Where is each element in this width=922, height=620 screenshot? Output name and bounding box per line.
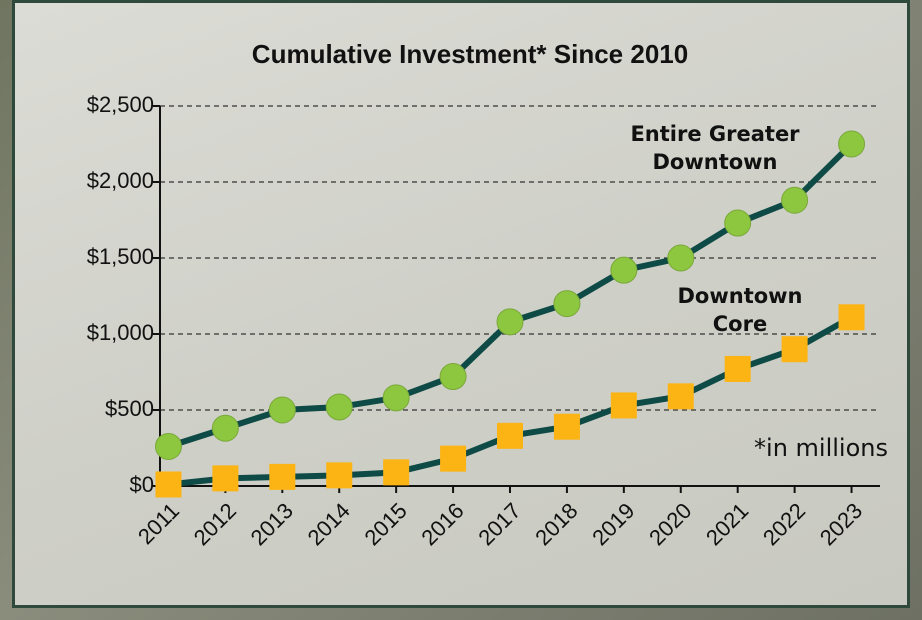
y-tick-label: $1,000	[87, 320, 154, 345]
marker	[269, 463, 296, 490]
marker	[610, 392, 637, 419]
marker	[325, 393, 353, 421]
marker	[268, 396, 296, 424]
marker	[610, 256, 638, 284]
x-tick-label: 2019	[587, 498, 639, 550]
marker	[155, 471, 182, 498]
marker	[383, 459, 410, 486]
marker	[553, 290, 581, 318]
marker	[440, 445, 467, 472]
x-tick-label: 2015	[360, 498, 412, 550]
marker	[838, 130, 866, 158]
x-tick-label: 2016	[416, 498, 468, 550]
marker	[781, 336, 808, 363]
marker	[667, 383, 694, 410]
x-tick-label: 2020	[644, 498, 696, 550]
x-tick-label: 2023	[815, 498, 867, 550]
marker	[439, 363, 467, 391]
note: *in millions	[754, 434, 888, 462]
marker	[724, 355, 751, 382]
marker	[496, 308, 524, 336]
marker	[382, 384, 410, 412]
marker	[838, 304, 865, 331]
x-tick-label: 2013	[246, 498, 298, 550]
y-tick-label: $0	[130, 472, 154, 497]
x-tick-label: 2014	[303, 498, 355, 550]
series-label: Entire Greater Downtown	[630, 122, 800, 174]
marker	[667, 244, 695, 272]
y-tick-label: $500	[105, 396, 154, 421]
marker	[154, 432, 182, 460]
x-tick-label: 2012	[189, 498, 241, 550]
marker	[781, 186, 809, 214]
x-tick-label: 2021	[701, 498, 753, 550]
y-tick-label: $2,000	[87, 168, 154, 193]
marker	[211, 414, 239, 442]
marker	[553, 413, 580, 440]
x-tick-label: 2022	[758, 498, 810, 550]
x-tick-label: 2018	[530, 498, 582, 550]
marker	[212, 465, 239, 492]
x-tick-label: 2017	[473, 498, 525, 550]
marker	[497, 422, 523, 449]
marker	[326, 462, 353, 489]
y-tick-label: $1,500	[87, 244, 154, 269]
chart-panel	[12, 0, 910, 608]
marker	[724, 209, 752, 237]
chart-title: Cumulative Investment* Since 2010	[252, 39, 688, 69]
y-tick-label: $2,500	[87, 92, 154, 117]
series-label: Downtown Core	[677, 284, 803, 336]
x-tick-label: 2011	[133, 498, 184, 549]
series-line	[168, 314, 854, 488]
